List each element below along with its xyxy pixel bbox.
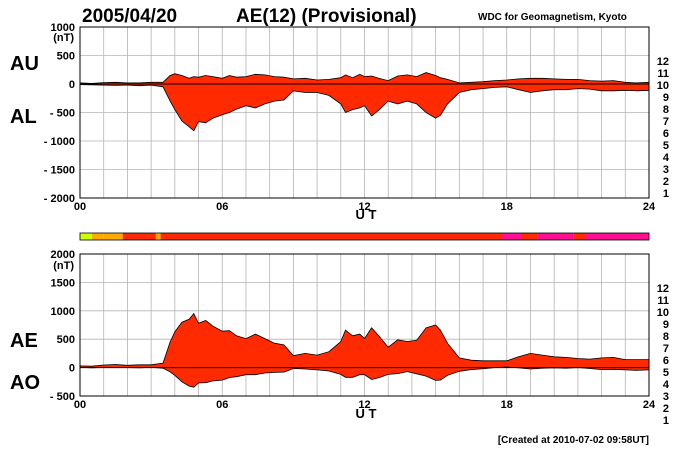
station-scale-label: 5 bbox=[663, 140, 669, 152]
station-bar-segment bbox=[91, 233, 104, 240]
station-scale-label: 12 bbox=[657, 283, 669, 295]
station-scale-label: 10 bbox=[657, 307, 669, 319]
station-scale-label: 12 bbox=[657, 56, 669, 68]
station-bar-segment bbox=[584, 233, 649, 240]
x-tick-label: 06 bbox=[216, 201, 228, 213]
y-tick-label: 2000 bbox=[51, 249, 75, 261]
station-scale-label: 11 bbox=[657, 295, 669, 307]
station-count-bar bbox=[79, 232, 650, 241]
y-tick-label: 1000 bbox=[51, 22, 75, 34]
station-scale-label: 7 bbox=[663, 116, 669, 128]
station-scale-label: 4 bbox=[663, 379, 670, 391]
y-tick-label: - 500 bbox=[50, 108, 75, 120]
created-timestamp: [Created at 2010-07-02 09:58UT] bbox=[498, 435, 649, 446]
ae-line bbox=[79, 312, 649, 367]
chart-title: AE(12) (Provisional) bbox=[236, 6, 417, 27]
x-tick-label: 18 bbox=[501, 399, 513, 411]
au-al-fill bbox=[80, 72, 649, 131]
x-tick-label: 12 bbox=[358, 201, 370, 213]
y-tick-label: - 1000 bbox=[44, 136, 75, 148]
x-tick-label: 00 bbox=[74, 399, 86, 411]
top-panel-unit-label: (nT) bbox=[53, 32, 74, 44]
station-bar-segment bbox=[537, 233, 574, 240]
station-bar-segment bbox=[103, 233, 123, 240]
y-tick-label: 0 bbox=[69, 79, 75, 91]
y-tick-label: 500 bbox=[57, 51, 75, 63]
station-scale-label: 3 bbox=[663, 164, 669, 176]
station-scale-label: 4 bbox=[663, 152, 670, 164]
station-scale-label: 8 bbox=[663, 331, 669, 343]
station-scale-label: 10 bbox=[657, 80, 669, 92]
x-tick-label: 00 bbox=[74, 201, 86, 213]
station-scale-label: 7 bbox=[663, 343, 669, 355]
station-scale-label: 8 bbox=[663, 104, 669, 116]
station-scale-label: 2 bbox=[663, 176, 669, 188]
station-scale-label: 11 bbox=[657, 68, 669, 80]
station-bar-segment bbox=[155, 233, 161, 240]
date-label: 2005/04/20 bbox=[82, 6, 177, 27]
ae-ao-fill bbox=[80, 313, 649, 388]
al-series-label: AL bbox=[10, 106, 37, 128]
ae-series-label: AE bbox=[10, 330, 38, 352]
ao-line bbox=[79, 366, 650, 388]
station-bar-segment bbox=[122, 233, 156, 240]
y-tick-label: - 500 bbox=[50, 391, 75, 403]
station-scale-label: 3 bbox=[663, 391, 669, 403]
station-scale-label: 5 bbox=[663, 367, 669, 379]
bottom-panel-unit-label: (nT) bbox=[53, 260, 74, 272]
top-panel-y-ticks: 1000 500 0 - 500 - 1000 - 1500 - 2000 bbox=[44, 22, 75, 205]
station-bar-frame bbox=[79, 232, 650, 241]
al-line bbox=[79, 84, 650, 132]
station-scale-label: 9 bbox=[663, 319, 669, 331]
x-tick-label: 12 bbox=[358, 399, 370, 411]
station-bar-segment bbox=[520, 233, 538, 240]
x-tick-label: 24 bbox=[643, 201, 656, 213]
ao-series-label: AO bbox=[10, 372, 40, 394]
station-bar-segment bbox=[573, 233, 585, 240]
top-panel-x-ticks: 00 06 12 18 24 bbox=[74, 201, 656, 213]
y-tick-label: 1000 bbox=[51, 306, 75, 318]
y-tick-label: 0 bbox=[69, 363, 75, 375]
top-panel-frame bbox=[79, 26, 650, 199]
top-panel-grid bbox=[80, 27, 649, 198]
station-scale-label: 9 bbox=[663, 92, 669, 104]
y-tick-label: - 1500 bbox=[44, 165, 75, 177]
source-label: WDC for Geomagnetism, Kyoto bbox=[478, 12, 627, 23]
station-bar-segment bbox=[502, 233, 521, 240]
x-tick-label: 06 bbox=[216, 399, 228, 411]
station-scale-label: 6 bbox=[663, 128, 669, 140]
y-tick-label: 1500 bbox=[51, 277, 75, 289]
station-bar-segment bbox=[160, 233, 503, 240]
bottom-panel-x-axis-label: U T bbox=[356, 406, 377, 421]
bottom-panel-x-ticks: 00 06 12 18 24 bbox=[74, 399, 656, 411]
station-bar-segment bbox=[80, 233, 92, 240]
au-line bbox=[79, 72, 650, 84]
bottom-panel-y-ticks: 2000 1500 1000 500 0 - 500 bbox=[50, 249, 75, 403]
station-scale-label: 1 bbox=[663, 188, 669, 200]
station-scale-label: 2 bbox=[663, 403, 669, 415]
bottom-panel-frame bbox=[79, 253, 650, 397]
x-tick-label: 24 bbox=[643, 399, 656, 411]
station-scale-label: 1 bbox=[663, 415, 669, 427]
y-tick-label: 500 bbox=[57, 334, 75, 346]
top-panel-x-axis-label: U T bbox=[356, 207, 377, 222]
x-tick-label: 18 bbox=[501, 201, 513, 213]
y-tick-label: - 2000 bbox=[44, 193, 75, 205]
station-scale-label: 6 bbox=[663, 355, 669, 367]
au-series-label: AU bbox=[10, 53, 39, 75]
